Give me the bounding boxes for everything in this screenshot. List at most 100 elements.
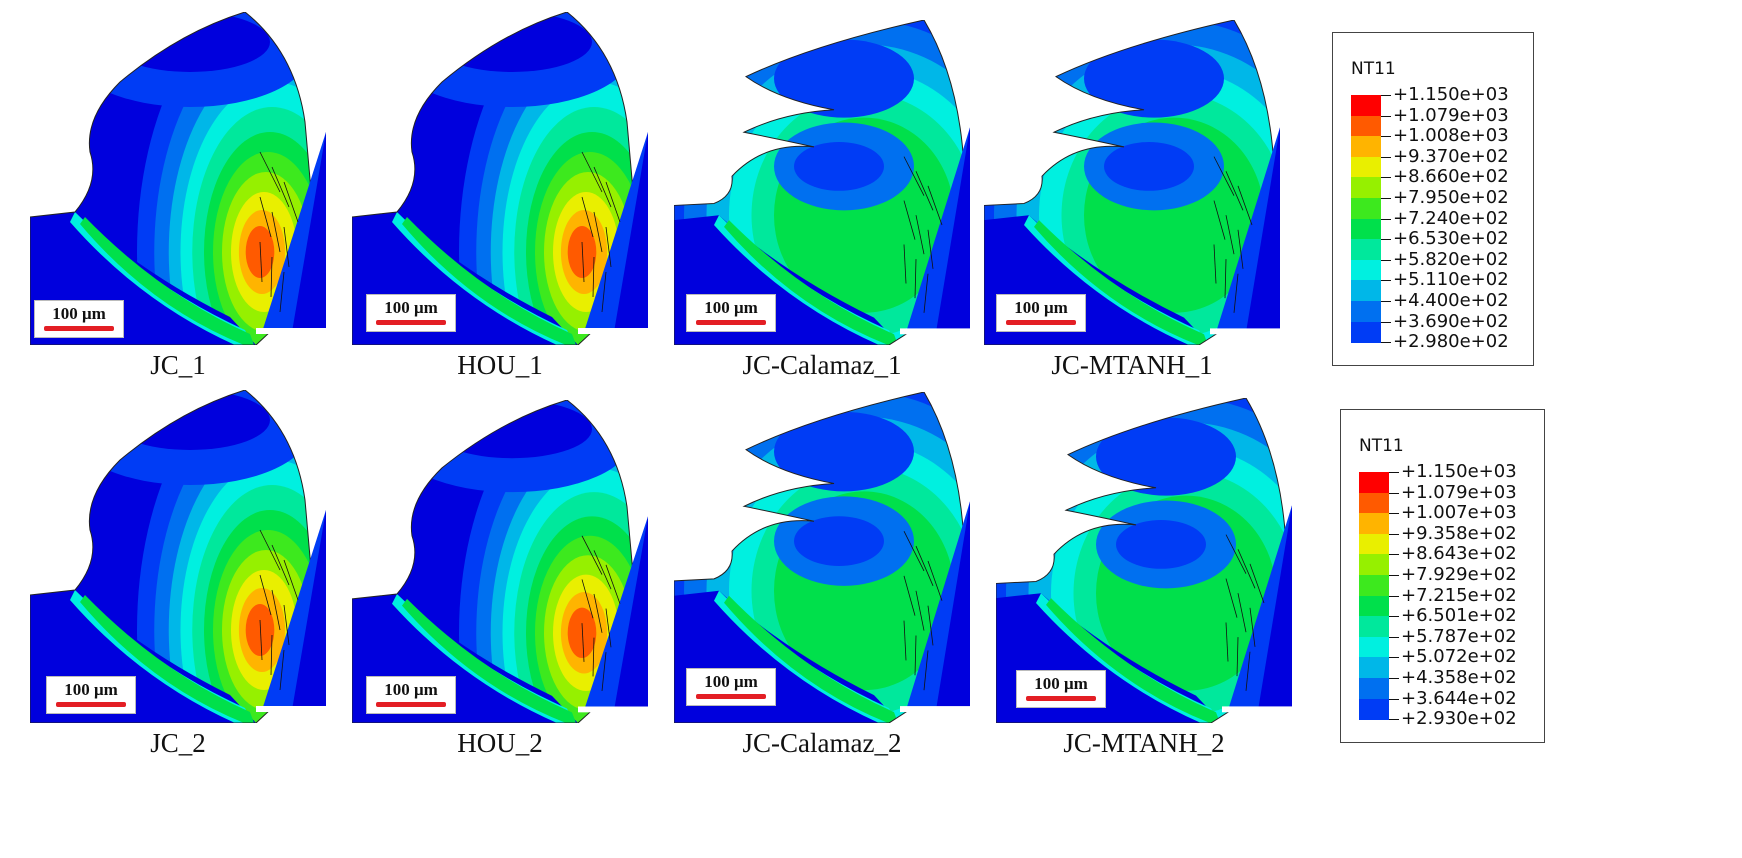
legend-tick: [1381, 198, 1391, 199]
panel-jc-mtanh-2: [996, 398, 1292, 723]
legend-label: +1.008e+03: [1393, 125, 1509, 147]
legend-tick: [1381, 239, 1391, 241]
scale-bar-line: [376, 702, 446, 707]
contour-plot: [352, 12, 648, 345]
legend-tick: [1389, 554, 1399, 556]
legend-title: NT11: [1359, 436, 1404, 456]
legend-swatch: [1359, 657, 1389, 679]
legend-swatch: [1351, 115, 1381, 137]
legend-tick: [1389, 719, 1399, 721]
panel-caption: JC-Calamaz_2: [742, 728, 902, 758]
legend-label: +4.358e+02: [1401, 667, 1517, 688]
panel-caption: HOU_1: [457, 350, 543, 380]
legend-tick: [1381, 218, 1391, 220]
scale-bar-label: 100 μm: [704, 672, 758, 691]
legend-swatch: [1359, 616, 1389, 638]
legend-label: +3.644e+02: [1401, 687, 1517, 709]
legend-label: +3.690e+02: [1393, 310, 1509, 332]
panel-caption: JC_2: [150, 728, 206, 758]
legend-swatch: [1359, 492, 1389, 514]
legend-tick: [1389, 698, 1399, 700]
legend-swatch: [1351, 218, 1381, 240]
legend-label: +5.787e+02: [1401, 625, 1517, 647]
legend-swatch: [1359, 533, 1389, 555]
legend-label: +7.215e+02: [1401, 584, 1517, 606]
legend-tick: [1381, 321, 1391, 323]
legend-label: +1.150e+03: [1393, 84, 1509, 105]
legend-label: +4.400e+02: [1393, 290, 1509, 311]
legend-swatch: [1359, 678, 1389, 700]
scale-bar-label: 100 μm: [384, 298, 438, 317]
legend-label: +1.150e+03: [1401, 461, 1517, 482]
legend-label: +1.079e+03: [1401, 481, 1517, 503]
legend-swatch: [1351, 280, 1381, 302]
legend-label: +2.930e+02: [1401, 708, 1517, 730]
legend-label: +9.358e+02: [1401, 522, 1517, 544]
legend-tick: [1381, 156, 1391, 158]
legend-swatch: [1351, 95, 1381, 117]
contour-plot: [30, 12, 326, 345]
scale-bar-line: [56, 702, 126, 707]
legend-label: +1.079e+03: [1393, 104, 1509, 126]
legend-tick: [1381, 177, 1391, 179]
panel-caption: JC-MTANH_2: [1063, 728, 1225, 758]
scale-bar: 100 μm: [686, 668, 776, 706]
scale-bar-label: 100 μm: [384, 680, 438, 699]
legend-swatch: [1359, 698, 1389, 720]
legend-tick: [1381, 115, 1391, 117]
legend-swatch: [1351, 136, 1381, 158]
legend-label: +2.980e+02: [1393, 331, 1509, 353]
scale-bar: 100 μm: [996, 294, 1086, 332]
contour-plot: [30, 390, 326, 723]
legend-swatch: [1359, 554, 1389, 576]
legend-label: +5.110e+02: [1393, 269, 1509, 291]
legend-label: +6.501e+02: [1401, 605, 1517, 627]
panel-caption: JC-Calamaz_1: [742, 350, 902, 380]
legend-tick: [1389, 472, 1399, 473]
scale-bar: 100 μm: [46, 676, 136, 714]
contour-plot: [984, 20, 1280, 345]
legend-swatch: [1351, 321, 1381, 343]
scale-bar-line: [1006, 320, 1076, 325]
panel-jc-2: [30, 390, 326, 723]
legend-tick: [1389, 513, 1399, 515]
scale-bar-label: 100 μm: [704, 298, 758, 317]
temperature-legend-top: NT11 +1.150e+03 +1.079e+03 +1.008e+03 +9.37…: [1332, 32, 1534, 366]
scale-bar-label: 100 μm: [64, 680, 118, 699]
scale-bar-line: [696, 320, 766, 325]
scale-bar: 100 μm: [1016, 670, 1106, 708]
legend-tick: [1389, 657, 1399, 659]
legend-label: +1.007e+03: [1401, 502, 1517, 524]
panel-jc-mtanh-1: [984, 20, 1280, 345]
legend-label: +9.370e+02: [1393, 145, 1509, 167]
legend-swatch: [1351, 301, 1381, 323]
legend-title: NT11: [1351, 59, 1396, 79]
legend-label: +7.240e+02: [1393, 207, 1509, 229]
contour-plot: [352, 400, 648, 723]
scale-bar-line: [376, 320, 446, 325]
contour-plot: [996, 398, 1292, 723]
legend-tick: [1381, 301, 1391, 302]
scale-bar: 100 μm: [366, 676, 456, 714]
legend-swatch: [1359, 636, 1389, 658]
legend-tick: [1389, 678, 1399, 679]
panel-hou-2: [352, 400, 648, 723]
legend-label: +8.643e+02: [1401, 543, 1517, 565]
legend-label: +7.950e+02: [1393, 187, 1509, 208]
scale-bar-label: 100 μm: [1014, 298, 1068, 317]
panel-caption: JC_1: [150, 350, 206, 380]
legend-tick: [1389, 575, 1399, 576]
legend-swatch: [1359, 513, 1389, 535]
legend-tick: [1389, 492, 1399, 494]
legend-swatch: [1351, 239, 1381, 261]
legend-swatch: [1351, 177, 1381, 199]
scale-bar: 100 μm: [366, 294, 456, 332]
scale-bar-label: 100 μm: [52, 304, 106, 323]
panel-hou-1: [352, 12, 648, 345]
scale-bar: 100 μm: [686, 294, 776, 332]
legend-swatch: [1359, 595, 1389, 617]
legend-tick: [1389, 595, 1399, 597]
temperature-legend-bottom: NT11 +1.150e+03 +1.079e+03 +1.007e+03 +9.35…: [1340, 409, 1545, 743]
scale-bar-line: [44, 326, 114, 331]
legend-swatch: [1351, 198, 1381, 220]
